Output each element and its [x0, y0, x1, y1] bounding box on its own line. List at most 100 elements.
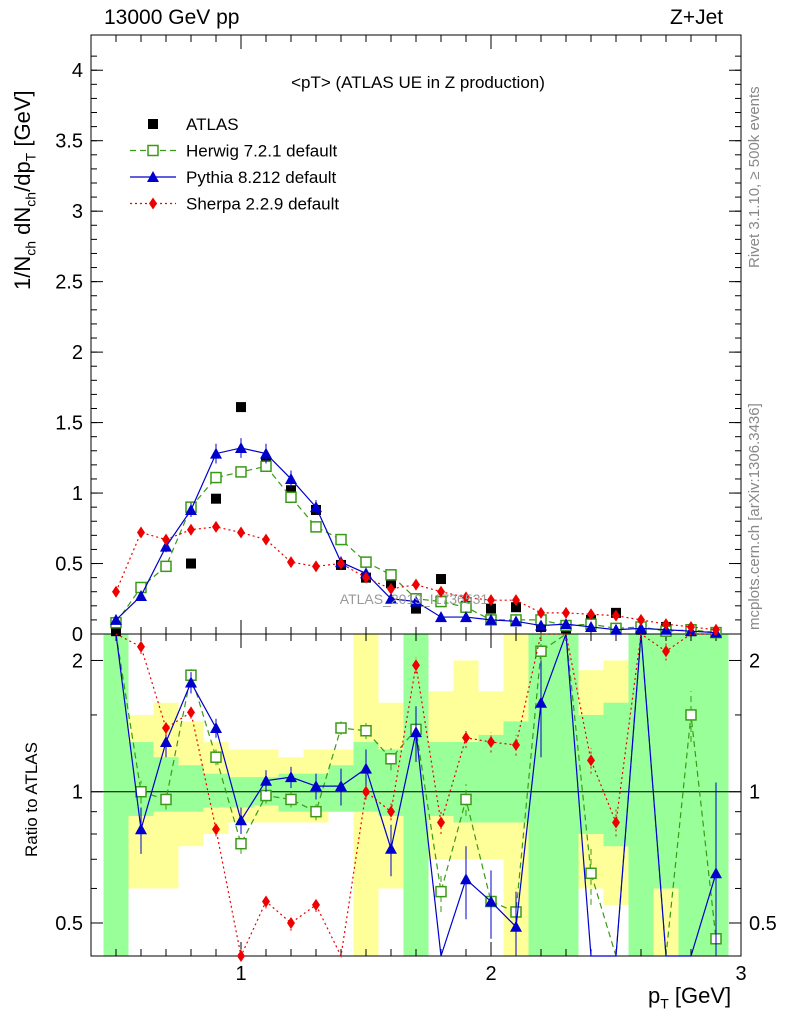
ratio-point — [385, 753, 397, 765]
legend-entry: Sherpa 2.2.9 default — [130, 195, 339, 214]
data-point — [512, 594, 520, 607]
legend-marker — [147, 144, 159, 157]
ratio-point — [662, 645, 670, 658]
data-point — [186, 558, 196, 569]
ratio-tick-label: 0.5 — [55, 913, 83, 935]
data-point — [135, 589, 147, 601]
y-label-sub: ch — [22, 240, 39, 256]
x-axis-label: pT [GeV] — [648, 983, 731, 1011]
data-point — [511, 602, 521, 613]
legend-marker — [147, 171, 159, 182]
ratio-point — [460, 793, 472, 806]
data-point — [462, 591, 470, 604]
y-label-sub: ch — [22, 191, 39, 207]
ratio-point — [235, 837, 247, 850]
ratio-point — [387, 805, 395, 818]
ratio-point — [462, 731, 470, 744]
x-tick-label: 3 — [735, 963, 746, 985]
ratio-band-green — [128, 742, 154, 816]
mcplots-label: mcplots.cern.ch [arXiv:1306.3436] — [746, 403, 763, 630]
ratio-band-green — [103, 634, 129, 956]
ratio-point — [312, 898, 320, 911]
data-point — [286, 485, 296, 496]
ratio-point — [335, 780, 347, 792]
series-sherpa — [112, 520, 720, 636]
data-point — [411, 603, 421, 614]
data-point — [287, 556, 295, 569]
ratio-band-green — [428, 742, 454, 816]
data-point — [437, 585, 445, 598]
ratio-point — [135, 823, 147, 835]
data-point — [687, 620, 695, 633]
data-point — [210, 471, 222, 484]
x-label-part: [GeV] — [668, 983, 732, 1008]
data-point — [487, 594, 495, 607]
data-point — [110, 613, 122, 625]
ratio-point — [510, 920, 522, 932]
data-point — [211, 493, 221, 504]
data-point — [335, 533, 347, 546]
ratio-point — [185, 676, 197, 688]
y-tick-label: 3 — [72, 201, 83, 223]
data-point — [436, 574, 446, 585]
tick-labels: 0 0.5 1 1.5 2 2.5 3 3.5 4 1 2 3 0.5 0.5 1 1 2 2 — [55, 60, 777, 985]
ratio-tick-label: 2 — [749, 650, 760, 672]
data-point — [236, 402, 246, 413]
ratio-point — [360, 762, 372, 774]
data-point — [160, 540, 172, 552]
ratio-point — [485, 895, 497, 907]
data-point — [587, 608, 595, 621]
ratio-point — [287, 916, 295, 929]
ratio-band-green — [628, 634, 654, 956]
y-tick-label: 1 — [72, 483, 83, 505]
data-point — [210, 447, 222, 459]
y-tick-label: 1.5 — [55, 413, 83, 435]
data-point — [262, 533, 270, 546]
ratio-point — [237, 950, 245, 962]
ratio-point — [260, 774, 272, 786]
ratio-band-green — [553, 634, 579, 956]
legend-label: Pythia 8.212 default — [186, 168, 337, 187]
series-line — [115, 526, 717, 631]
ratio-series-sherpa — [115, 632, 716, 962]
y-tick-label: 2.5 — [55, 272, 83, 294]
ratio-point — [160, 793, 172, 806]
ratio-point — [137, 640, 145, 653]
energy-label: 13000 GeV pp — [104, 6, 240, 29]
data-point — [412, 578, 420, 591]
ratio-tick-label: 1 — [72, 782, 83, 804]
data-point — [185, 503, 197, 515]
ratio-band-green — [453, 742, 479, 823]
ratio-point — [535, 696, 547, 708]
data-point — [235, 441, 247, 453]
x-label-part: p — [648, 983, 661, 1008]
data-point — [285, 472, 297, 484]
ratio-point — [587, 754, 595, 767]
data-point — [460, 611, 472, 623]
ratio-point — [310, 780, 322, 792]
process-label: Z+Jet — [670, 6, 724, 29]
data-point — [360, 556, 372, 568]
legend-marker — [148, 119, 158, 129]
ratio-tick-label: 2 — [72, 650, 83, 672]
ratio-series-pythia — [115, 633, 722, 957]
ratio-band-green — [228, 777, 254, 808]
ratio-point — [612, 816, 620, 829]
analysis-watermark: ATLAS_2019_I1736531 — [340, 591, 489, 607]
legend-label: Herwig 7.2.1 default — [186, 142, 337, 161]
axes — [90, 34, 742, 957]
data-point — [162, 533, 170, 546]
data-point — [312, 560, 320, 573]
data-point — [510, 615, 522, 627]
y-label-part: [GeV] — [10, 90, 35, 153]
ratio-point — [285, 793, 297, 806]
x-label-sub: T — [660, 995, 669, 1012]
ratio-point — [262, 895, 270, 908]
ratio-point — [535, 645, 547, 657]
ratio-band-green — [503, 721, 529, 823]
ratio-tick-label: 0.5 — [749, 913, 777, 935]
data-point — [385, 569, 397, 581]
ratio-axis-label: Ratio to ATLAS — [22, 742, 41, 857]
y-tick-label: 4 — [72, 60, 83, 82]
ratio-point — [162, 722, 170, 735]
